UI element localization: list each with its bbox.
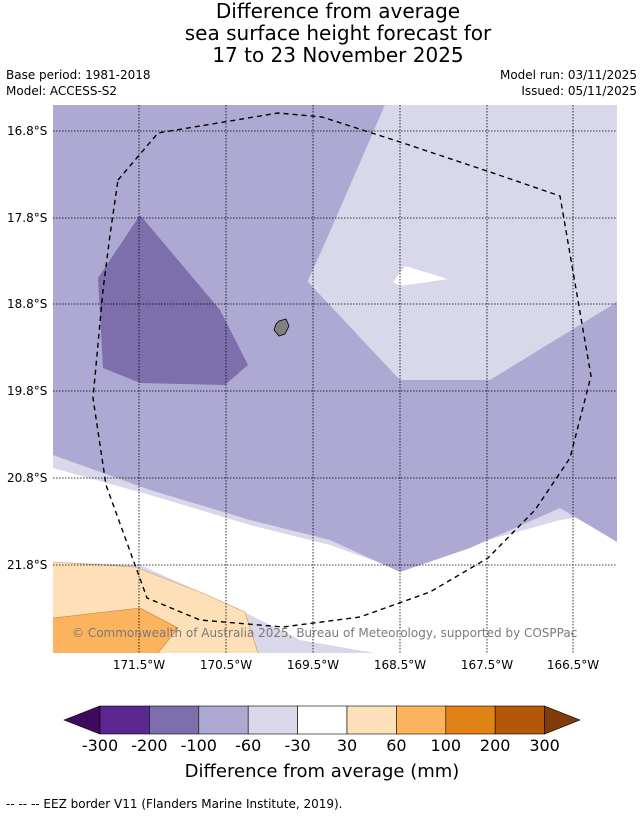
- colorbar-tick-label: 200: [479, 736, 511, 755]
- lat-label: 18.8°S: [7, 297, 48, 311]
- colorbar-segment: [297, 705, 348, 735]
- colorbar-extend-low: [63, 705, 101, 735]
- metadata-left: Base period: 1981-2018 Model: ACCESS-S2: [6, 67, 151, 99]
- colorbar-tick-label: 300: [529, 736, 560, 755]
- colorbar-segment: [494, 705, 545, 735]
- model-run-text: Model run: 03/11/2025: [499, 68, 637, 82]
- issued-text: Issued: 05/11/2025: [521, 84, 637, 98]
- contour-white-patch: [393, 266, 448, 286]
- contour-orange: [53, 608, 178, 653]
- lat-label: 20.8°S: [7, 471, 48, 485]
- colorbar-segment: [99, 705, 150, 735]
- colorbar-tick-label: -30: [284, 736, 311, 755]
- lon-label: 171.5°W: [112, 658, 166, 672]
- colorbar-tick-label: -200: [131, 736, 168, 755]
- lon-label: 166.5°W: [546, 658, 600, 672]
- lat-label: 17.8°S: [7, 211, 48, 225]
- colorbar-segment: [149, 705, 200, 735]
- lat-label: 19.8°S: [7, 384, 48, 398]
- colorbar-segment: [247, 705, 298, 735]
- eez-footnote: -- -- -- EEZ border V11 (Flanders Marine…: [6, 797, 343, 811]
- colorbar-title: Difference from average (mm): [184, 761, 460, 782]
- eez-border: [92, 112, 592, 628]
- contour-dark-purple: [98, 215, 248, 385]
- gridlines: [53, 105, 617, 653]
- base-period-text: Base period: 1981-2018: [6, 68, 151, 82]
- map-area: [53, 105, 617, 653]
- colorbar-tick-label: 30: [336, 736, 358, 755]
- contour-light-lavender-east: [308, 105, 617, 380]
- model-text: Model: ACCESS-S2: [6, 84, 118, 98]
- lon-label: 170.5°W: [199, 658, 253, 672]
- lon-label: 169.5°W: [286, 658, 340, 672]
- title-line-3: 17 to 23 November 2025: [212, 43, 464, 67]
- colorbar-segment: [198, 705, 249, 735]
- colorbar-tick-label: 60: [386, 736, 407, 755]
- metadata-right: Model run: 03/11/2025 Issued: 05/11/2025: [500, 67, 637, 99]
- lon-label: 167.5°W: [460, 658, 514, 672]
- chart-title: Difference from average sea surface heig…: [0, 0, 644, 66]
- colorbar: [63, 705, 581, 735]
- contour-white-south: [53, 468, 617, 653]
- island-niue: [273, 318, 290, 337]
- copyright-text: © Commonwealth of Australia 2025, Bureau…: [72, 626, 578, 640]
- lat-label: 16.8°S: [7, 124, 48, 138]
- title-line-1: Difference from average: [215, 0, 461, 23]
- colorbar-tick-label: 100: [430, 736, 462, 755]
- colorbar-tick-label: -60: [235, 736, 262, 755]
- title-line-2: sea surface height forecast for: [184, 21, 492, 45]
- colorbar-extend-high: [544, 705, 581, 735]
- colorbar-tick-label: -100: [180, 736, 217, 755]
- lon-label: 168.5°W: [373, 658, 427, 672]
- colorbar-segment: [396, 705, 447, 735]
- lat-label: 21.8°S: [7, 558, 48, 572]
- contour-medium-lavender: [53, 105, 617, 572]
- colorbar-segment: [445, 705, 496, 735]
- contour-edge-orange: [53, 607, 179, 653]
- colorbar-tick-label: -300: [81, 736, 119, 755]
- colorbar-segment: [346, 705, 397, 735]
